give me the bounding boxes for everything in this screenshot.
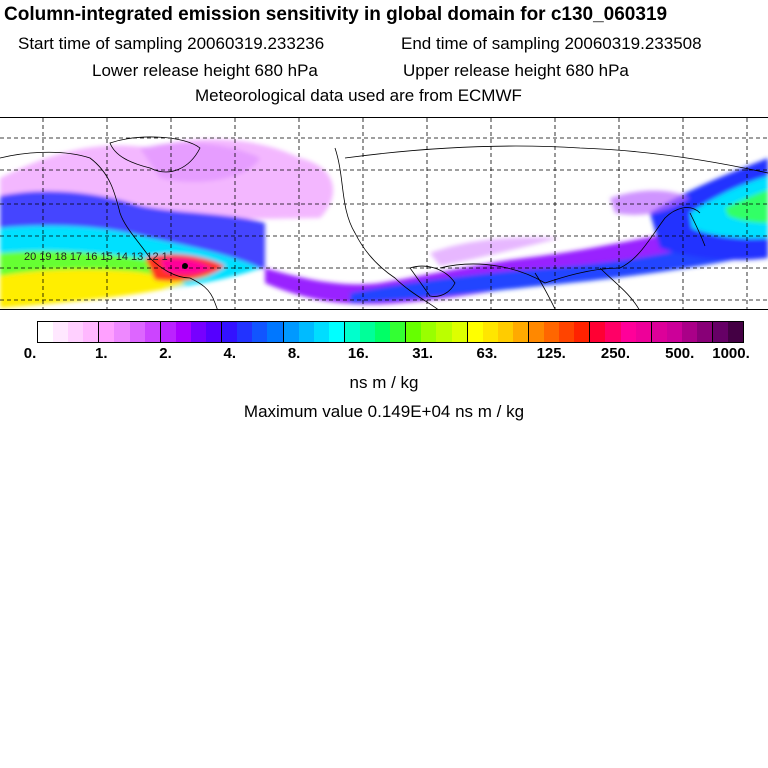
- colorbar-cell: [681, 322, 698, 342]
- plume-yellow: [0, 269, 185, 308]
- colorbar-cell: [375, 322, 391, 342]
- maximum-value-label: Maximum value 0.149E+04 ns m / kg: [243, 402, 525, 421]
- colorbar-cell: [466, 322, 483, 342]
- colorbar-cell: [666, 322, 682, 342]
- colorbar-cell: [635, 322, 651, 342]
- graticule: [0, 118, 768, 309]
- plume-field: [0, 139, 768, 308]
- colorbar-cell: [728, 322, 744, 342]
- colorbar-cell: [620, 322, 636, 342]
- colorbar-cell: [436, 322, 452, 342]
- colorbar-cell: [83, 322, 99, 342]
- colorbar-cell: [252, 322, 268, 342]
- colorbar-cell: [712, 322, 729, 342]
- colorbar-tick-label: 16.: [347, 345, 369, 362]
- plume-east-light: [430, 237, 560, 266]
- meteo-source-label: Meteorological data used are from ECMWF: [195, 86, 522, 105]
- colorbar: [37, 321, 744, 343]
- upper-release-label: Upper release height 680 hPa: [403, 61, 629, 80]
- colorbar-cell: [328, 322, 344, 342]
- colorbar-tick-label: 0.: [23, 345, 37, 362]
- colorbar-cell: [237, 322, 253, 342]
- colorbar-cell: [559, 322, 575, 342]
- colorbar-cell: [175, 322, 191, 342]
- colorbar-cell: [159, 322, 176, 342]
- colorbar-cell: [144, 322, 160, 342]
- colorbar-cell: [589, 322, 606, 342]
- colorbar-cell: [605, 322, 621, 342]
- colorbar-tick-label: 250.: [600, 345, 631, 362]
- colorbar-cell: [451, 322, 467, 342]
- colorbar-tick-label: 8.: [287, 345, 301, 362]
- map-canvas: 20 19 18 17 16 15 14 13 12 1: [0, 118, 768, 309]
- colorbar-cell: [38, 322, 54, 342]
- colorbar-cell: [282, 322, 299, 342]
- colorbar-cell: [421, 322, 437, 342]
- plume-band-east: [265, 213, 768, 305]
- coast-europe-africa: [334, 147, 438, 309]
- colorbar-cell: [53, 322, 69, 342]
- colorbar-cell: [298, 322, 314, 342]
- colorbar-tick-label: 31.: [412, 345, 434, 362]
- colorbar-tick-label: 63.: [476, 345, 498, 362]
- colorbar-cell: [390, 322, 406, 342]
- colorbar-cell: [650, 322, 667, 342]
- colorbar-cell: [697, 322, 713, 342]
- coast-arabia: [409, 265, 456, 297]
- colorbar-tick-label: 1.: [95, 345, 108, 362]
- colorbar-cell: [405, 322, 422, 342]
- coast-eurasia-north: [344, 145, 768, 174]
- trajectory-labels: 20 19 18 17 16 15 14 13 12 1: [24, 251, 168, 263]
- coast-greenland: [109, 136, 201, 173]
- units-label: ns m / kg: [349, 373, 419, 392]
- sensitivity-map: 20 19 18 17 16 15 14 13 12 1: [0, 117, 768, 310]
- colorbar-cell: [98, 322, 115, 342]
- release-point-marker: [182, 263, 188, 269]
- colorbar-cell: [206, 322, 222, 342]
- colorbar-cell: [359, 322, 376, 342]
- coast-se-asia: [599, 267, 640, 309]
- plot-title: Column-integrated emission sensitivity i…: [4, 4, 668, 25]
- colorbar-cell: [574, 322, 590, 342]
- lower-release-label: Lower release height 680 hPa: [92, 61, 318, 80]
- coast-japan: [689, 212, 706, 247]
- colorbar-cell: [528, 322, 545, 342]
- colorbar-tick-label: 125.: [536, 345, 566, 362]
- plume-band-east-blue: [350, 236, 768, 303]
- colorbar-cell: [482, 322, 498, 342]
- colorbar-cell: [497, 322, 513, 342]
- plume-pacific-purple: [610, 190, 690, 215]
- sampling-end-label: End time of sampling 20060319.233508: [401, 34, 702, 53]
- colorbar-cell: [343, 322, 360, 342]
- colorbar-cell: [313, 322, 329, 342]
- colorbar-cell: [512, 322, 528, 342]
- colorbar-tick-label: 4.: [223, 345, 237, 362]
- plume-pacific-green: [725, 190, 768, 223]
- colorbar-cell: [114, 322, 130, 342]
- colorbar-tick-label: 500.: [665, 345, 695, 362]
- colorbar-cell: [221, 322, 238, 342]
- colorbar-cell: [544, 322, 560, 342]
- colorbar-cell: [267, 322, 283, 342]
- plume-low-arctic: [140, 142, 260, 182]
- colorbar-cell: [190, 322, 207, 342]
- coast-north-america: [0, 151, 218, 309]
- colorbar-cell: [68, 322, 84, 342]
- colorbar-tick-label: 2.: [159, 345, 172, 362]
- colorbar-cell: [129, 322, 145, 342]
- colorbar-tick-label: 1000.: [712, 345, 750, 362]
- sampling-start-label: Start time of sampling 20060319.233236: [18, 34, 325, 53]
